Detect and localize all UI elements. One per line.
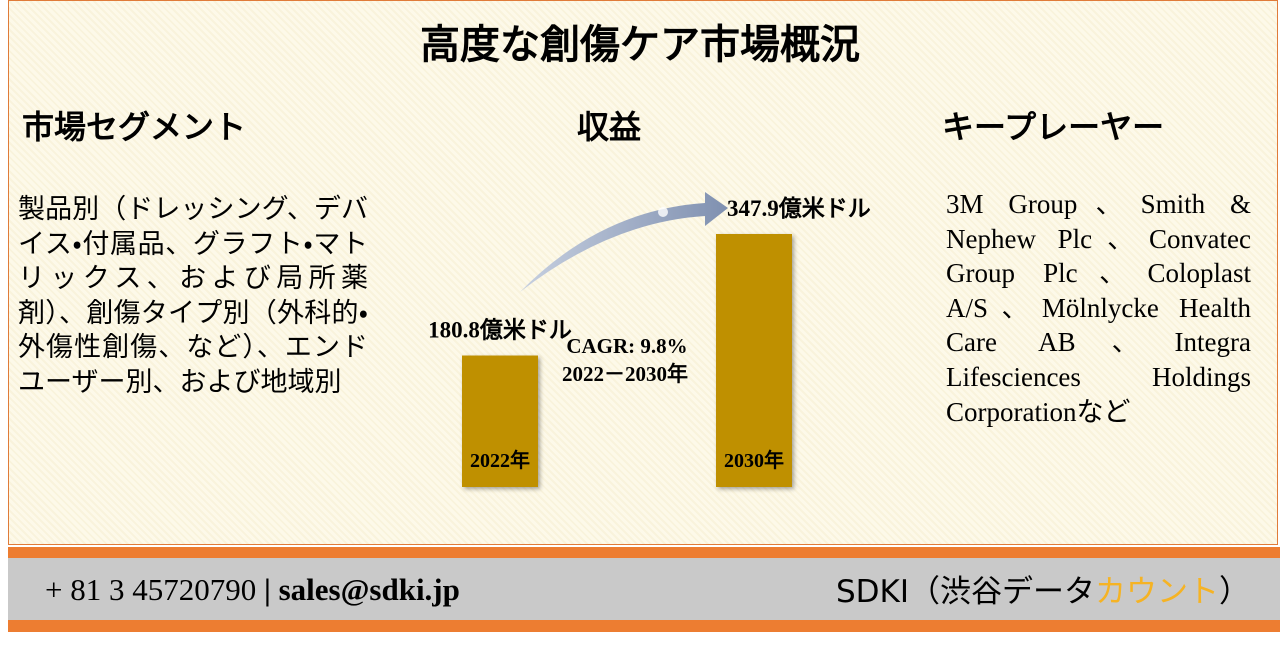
phone: + 81 3 45720790	[45, 572, 257, 607]
revenue-heading: 収益	[577, 109, 642, 145]
segments-heading: 市場セグメント	[22, 109, 247, 145]
segments-text: 製品別（ドレッシング、デバイス・付属品、グラフト・マトリックス、および局所薬剤）…	[18, 194, 368, 397]
footer-stripe	[8, 620, 1280, 632]
cagr: CAGR: 9.8%	[566, 334, 687, 358]
brand: SDKI（渋谷データカウント）	[836, 566, 1250, 611]
revenue-chart: CAGR: 9.8% 2022－2030年 2022年 180.8億米ドル 2030…	[428, 192, 871, 487]
email: sales@sdki.jp	[278, 572, 460, 607]
players-text: 3M Group、Smith & Nephew Plc、Convatec Gro…	[946, 189, 1251, 427]
bar	[716, 234, 792, 487]
main-panel	[8, 0, 1278, 545]
value-label: 347.9億米ドル	[727, 196, 871, 221]
growth-arrow	[520, 192, 728, 292]
bar-category: 2022年	[470, 448, 530, 472]
arrow-dot	[658, 207, 668, 217]
title: 高度な創傷ケア市場概況	[420, 22, 860, 67]
cagr-period: 2022－2030年	[562, 362, 688, 386]
brand-end: ）	[1219, 574, 1250, 610]
contact: + 81 3 45720790 | sales@sdki.jp	[45, 572, 460, 608]
footer-stripe	[8, 547, 1280, 558]
players-heading: キープレーヤー	[942, 109, 1165, 145]
footer	[8, 558, 1280, 620]
bar-category: 2030年	[724, 448, 784, 472]
brand-name: SDKI（渋谷データ	[835, 574, 1095, 610]
value-label: 180.8億米ドル	[428, 318, 572, 343]
brand-accent: カウント	[1095, 574, 1219, 610]
separator: |	[263, 572, 271, 607]
bar	[462, 355, 538, 487]
